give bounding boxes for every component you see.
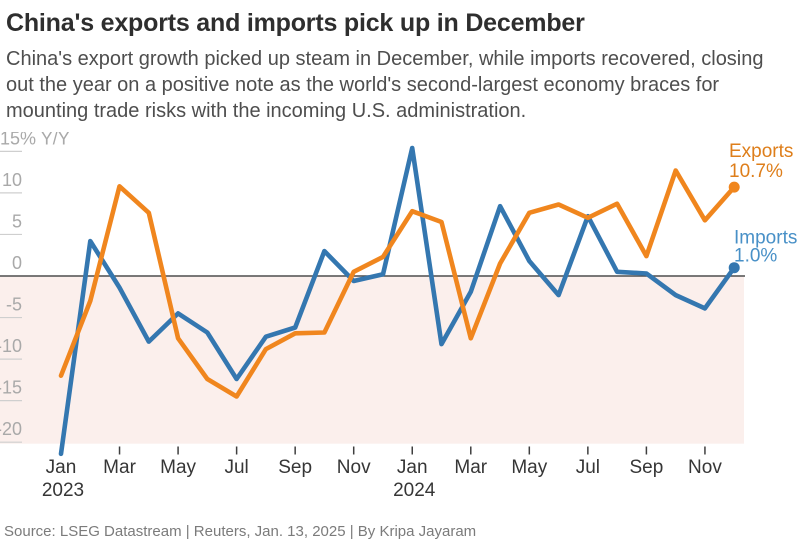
x-axis-month-label: Mar (454, 457, 487, 478)
x-axis-month-label: May (160, 457, 196, 478)
x-axis-month-label: Jul (576, 457, 600, 478)
x-axis-year-label: 2024 (393, 480, 436, 501)
x-axis-month-label: Mar (103, 457, 136, 478)
negative-area-shading (0, 276, 744, 444)
y-axis-label: 15% Y/Y (0, 132, 70, 148)
imports-end-dot (728, 262, 740, 274)
x-axis-month-label: Nov (337, 457, 371, 478)
y-axis-label: 0 (12, 253, 22, 273)
exports-end-dot (728, 181, 740, 193)
exports-series-label: Exports (729, 141, 793, 162)
line-chart: 15% Y/Y 10 5 0 -5 -10 -15 -20 Jan Mar May Jul Sep Nov… (0, 132, 797, 501)
x-axis-year-label: 2023 (42, 480, 84, 501)
imports-latest-value: 1.0% (734, 246, 777, 267)
x-axis-month-label: Jan (46, 457, 77, 478)
exports-latest-value: 10.7% (729, 161, 783, 182)
x-axis-month-label: Sep (629, 457, 663, 478)
imports-series-label: Imports (734, 228, 797, 249)
x-axis-month-label: Jan (397, 457, 428, 478)
page-title: China's exports and imports pick up in D… (6, 9, 585, 37)
y-axis-label: -5 (6, 295, 22, 315)
x-axis-month-label: Sep (278, 457, 312, 478)
y-axis-label: -10 (0, 336, 22, 356)
chart-subtitle: China's export growth picked up steam in… (6, 48, 764, 122)
y-axis-label: 10 (2, 170, 22, 190)
x-axis-month-label: Nov (688, 457, 722, 478)
y-axis-label: -20 (0, 419, 22, 439)
footer: Source: LSEG Datastream | Reuters, Jan. … (0, 507, 800, 540)
x-axis-month-label: Jul (224, 457, 248, 478)
y-axis-label: -15 (0, 378, 22, 398)
source-attribution: Source: LSEG Datastream | Reuters, Jan. … (4, 523, 477, 540)
x-axis-month-label: May (511, 457, 547, 478)
exports-line (58, 168, 737, 399)
y-axis-label: 5 (12, 211, 22, 231)
header: China's exports and imports pick up in D… (0, 0, 800, 124)
